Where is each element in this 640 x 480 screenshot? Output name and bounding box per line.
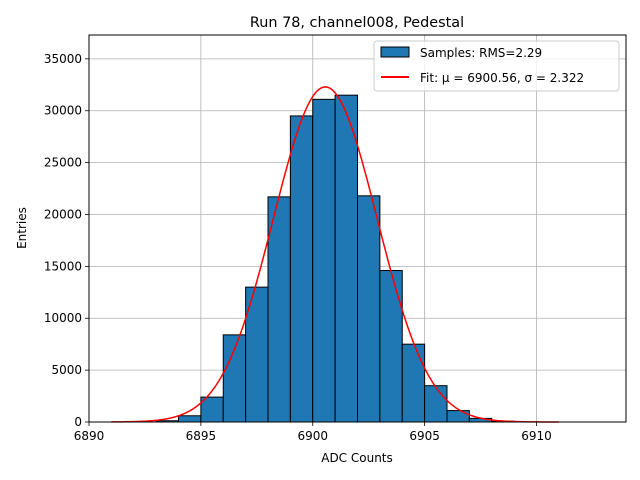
y-tick-label: 15000 [44,259,82,273]
histogram-bar [289,115,314,423]
x-tick-label: 6905 [409,429,440,443]
histogram-bar [446,410,470,423]
x-tick-label: 6910 [521,429,552,443]
histogram-bar [178,415,202,423]
y-tick-label: 30000 [44,104,82,118]
y-tick-label: 10000 [44,311,82,325]
legend-samples-swatch [380,46,410,58]
histogram-bar [401,343,426,423]
x-tick-label: 6900 [297,429,328,443]
x-axis-label: ADC Counts [321,451,393,465]
histogram-bar [357,195,381,423]
histogram-bar [267,196,291,423]
y-tick-label: 0 [74,415,82,429]
y-axis-label: Entries [15,207,29,249]
histogram-bar [312,98,336,423]
y-tick-label: 35000 [44,52,82,66]
y-tick-label: 25000 [44,156,82,170]
histogram-bar [379,270,403,423]
x-axis-ticks: 6890 6895 6900 6905 6910 [74,422,552,443]
x-tick-label: 6895 [186,429,217,443]
y-tick-label: 5000 [51,363,82,377]
histogram-bars [155,94,515,423]
histogram-bar [200,396,224,423]
y-tick-label: 20000 [44,207,82,221]
legend-box [373,40,620,92]
chart-title: Run 78, channel008, Pedestal [250,15,464,31]
fit-curve [111,86,559,423]
plot-frame [88,34,627,423]
x-tick-label: 6890 [74,429,105,443]
legend: Samples: RMS=2.29 Fit: μ = 6900.56, σ = … [373,40,620,92]
histogram-bar [424,385,448,423]
legend-samples-label: Samples: RMS=2.29 [420,46,542,60]
y-axis-ticks: 0 5000 10000 15000 20000 25000 30000 35000 [44,52,89,429]
histogram-bar [334,94,358,423]
legend-fit-label: Fit: μ = 6900.56, σ = 2.322 [420,71,584,85]
